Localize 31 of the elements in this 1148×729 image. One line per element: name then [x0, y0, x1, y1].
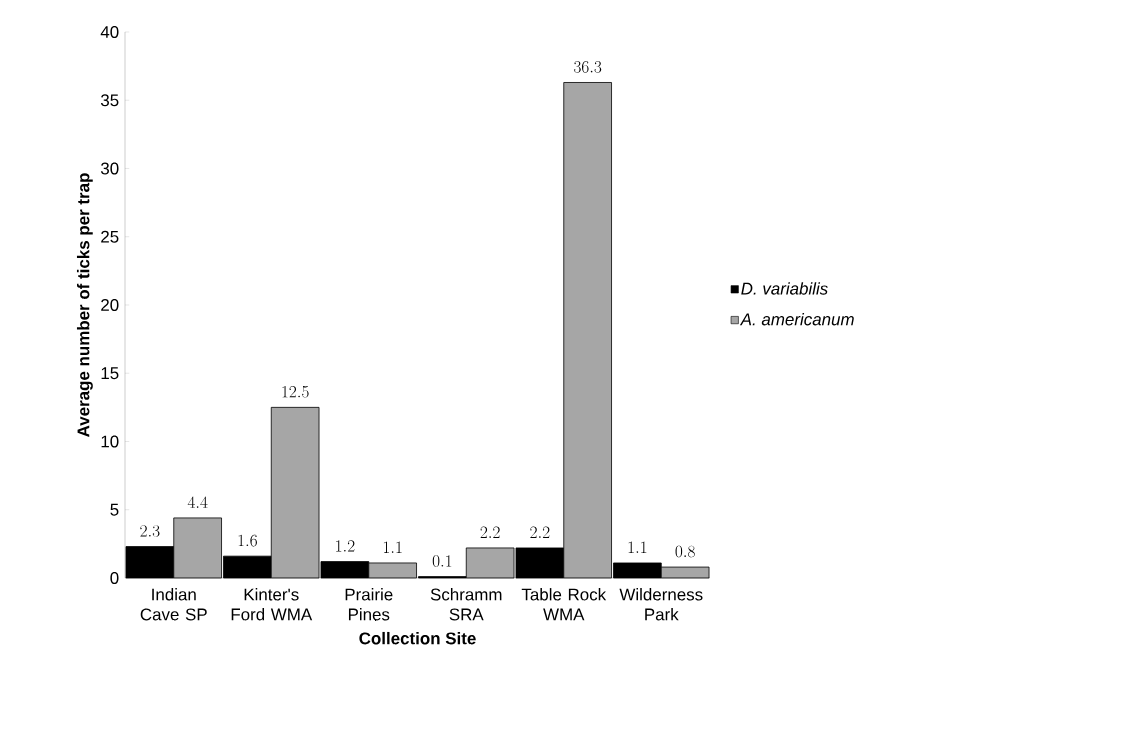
x-tick-label: Schramm SRA — [430, 588, 502, 621]
y-tick-label: 15 — [101, 367, 119, 380]
data-label: 0.8 — [675, 545, 695, 558]
x-tick-label: Prairie Pines — [345, 588, 393, 621]
y-axis-title: Average number of ticks per trap — [76, 173, 93, 437]
y-tick-label: 25 — [101, 230, 119, 243]
x-tick-label: Wilderness Park — [619, 588, 703, 621]
x-tick-label: Kinter's Ford WMA — [231, 588, 313, 621]
data-label: 0. 1 — [432, 555, 452, 567]
data-label: 1 .6 — [238, 534, 257, 547]
data-label: 1 . 1 — [628, 541, 647, 553]
y-tick-label: 30 — [100, 162, 119, 175]
y-tick-label: 40 — [100, 25, 119, 38]
y-tick-label: 20 — [101, 298, 119, 311]
data-label: 1 .2 — [336, 540, 355, 552]
data-label: 4.4 — [187, 496, 208, 508]
legend-label: A. americanum — [739, 312, 854, 326]
data-label: 2.3 — [140, 525, 160, 537]
data-label: 1 . 1 — [383, 541, 402, 553]
x-tick-label: Table Rock WMA — [521, 588, 607, 621]
legend-label: D. variabilis — [741, 282, 828, 295]
data-label: 2.2 — [530, 526, 550, 538]
y-tick-label: 5 — [110, 503, 119, 516]
data-label: 36.3 — [574, 61, 602, 73]
y-tick-label: 0 — [110, 571, 119, 584]
x-axis-title: Collection Site — [359, 631, 476, 645]
data-label: 12.5 — [282, 385, 309, 398]
y-tick-label: 10 — [101, 435, 119, 448]
y-tick-label: 35 — [100, 94, 119, 107]
data-label: 2.2 — [480, 526, 500, 538]
x-tick-label: Indian Cave SP — [140, 588, 207, 621]
